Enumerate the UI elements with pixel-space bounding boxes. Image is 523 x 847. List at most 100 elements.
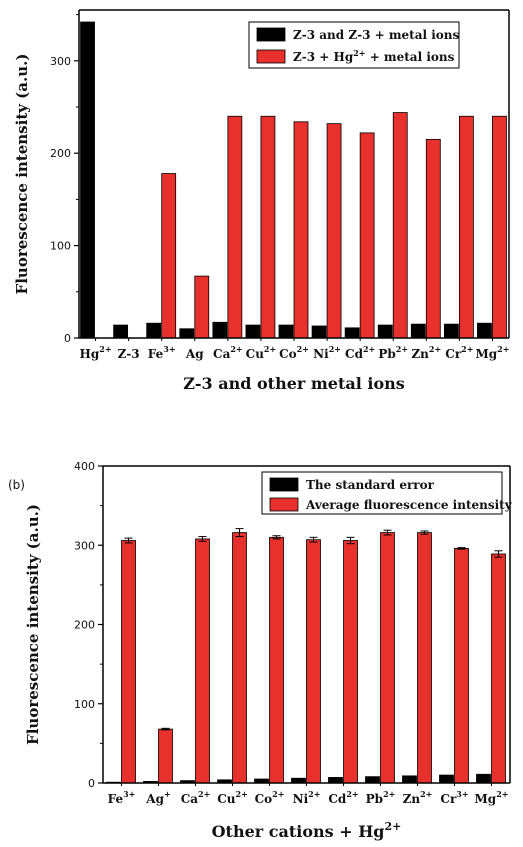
error-bar-b-0 — [124, 537, 133, 544]
legend-label-a-2: Z-3 + Hg2+ + metal ions — [293, 48, 455, 64]
x-tick-label-b-2: Ca2+ — [181, 789, 211, 806]
x-tick-label-a-1: Z-3 — [118, 347, 140, 361]
error-bar-b-6 — [346, 536, 355, 545]
bar-a-s1-3 — [179, 328, 195, 339]
bar-b-s1-8 — [402, 775, 417, 784]
y-tick-label-b-100: 100 — [74, 698, 95, 711]
bar-b-s2-9 — [454, 548, 469, 784]
bar-a-s1-11 — [443, 323, 459, 339]
error-bar-b-3 — [235, 528, 244, 538]
bar-a-s2-12 — [492, 115, 507, 339]
bar-a-s1-1 — [113, 324, 129, 339]
x-tick-label-a-2: Fe3+ — [148, 344, 176, 361]
x-axis-label-b: Other cations + Hg2+ — [212, 820, 402, 841]
bar-a-s1-0 — [80, 21, 95, 339]
bar-a-s1-7 — [311, 325, 327, 339]
x-tick-label-a-8: Cd2+ — [345, 344, 375, 361]
y-tick-label-b-400: 400 — [74, 460, 95, 473]
legend-swatch-a-1 — [256, 27, 286, 42]
bar-a-s1-9 — [377, 324, 393, 339]
x-tick-label-a-6: Co2+ — [279, 344, 309, 361]
bar-a-s1-2 — [146, 322, 162, 339]
bar-a-s2-8 — [359, 132, 375, 339]
bar-b-s2-3 — [232, 532, 247, 784]
bar-a-s1-5 — [245, 324, 261, 339]
bar-a-s2-5 — [260, 115, 276, 339]
x-tick-label-b-10: Mg2+ — [475, 789, 509, 806]
panel-label-b: (b) — [8, 478, 25, 492]
y-axis-label-b: Fluorescence intensity (a.u.) — [24, 504, 42, 745]
bar-a-s1-10 — [410, 323, 426, 339]
y-tick-label-a-300: 300 — [50, 55, 71, 68]
x-axis-label-a: Z-3 and other metal ions — [183, 374, 405, 393]
x-tick-label-a-12: Mg2+ — [475, 344, 509, 361]
bar-b-s1-9 — [439, 774, 454, 784]
bar-a-s1-8 — [344, 327, 360, 339]
bar-b-s1-10 — [476, 773, 491, 784]
x-tick-label-b-6: Cd2+ — [328, 789, 358, 806]
bar-a-s1-6 — [278, 324, 294, 339]
bar-a-s1-4 — [212, 321, 228, 339]
bar-a-s2-7 — [326, 123, 342, 339]
bar-a-s2-3 — [194, 275, 210, 339]
x-tick-label-a-9: Pb2+ — [378, 344, 408, 361]
x-tick-label-b-3: Cu2+ — [217, 789, 248, 806]
bar-b-s2-6 — [343, 540, 358, 784]
legend-swatch-a-2 — [256, 49, 286, 64]
x-tick-label-a-5: Cu2+ — [246, 344, 277, 361]
legend-label-a-1: Z-3 and Z-3 + metal ions — [293, 28, 460, 42]
legend-label-b-2: Average fluorescence intensity — [305, 498, 513, 512]
error-bar-b-1 — [161, 727, 170, 731]
bar-a-s2-4 — [227, 115, 243, 339]
x-tick-label-b-8: Zn2+ — [403, 789, 433, 806]
x-tick-label-a-7: Ni2+ — [313, 344, 341, 361]
legend-a: Z-3 and Z-3 + metal ions Z-3 + Hg2+ + met… — [248, 21, 460, 69]
legend-box-b — [261, 471, 503, 515]
bar-a-s2-9 — [392, 112, 408, 339]
legend-swatch-b-1 — [269, 477, 299, 492]
x-tick-label-a-10: Zn2+ — [411, 344, 441, 361]
y-tick-label-b-200: 200 — [74, 619, 95, 632]
error-bar-b-5 — [309, 536, 318, 543]
error-bar-b-9 — [457, 547, 466, 550]
legend-swatch-b-2 — [269, 497, 299, 512]
y-tick-label-a-200: 200 — [50, 147, 71, 160]
bar-b-s2-4 — [269, 536, 284, 784]
x-tick-label-b-0: Fe3+ — [108, 789, 136, 806]
bar-a-s1-12 — [477, 322, 492, 339]
bar-b-s2-1 — [158, 728, 173, 784]
bar-a-s2-11 — [458, 115, 474, 339]
y-tick-label-a-100: 100 — [50, 240, 71, 253]
x-tick-label-a-0: Hg2+ — [80, 344, 112, 361]
y-tick-label-a-0: 0 — [64, 332, 71, 345]
bar-a-s2-6 — [293, 121, 309, 339]
legend-b: The standard error Average fluorescence i… — [261, 471, 513, 515]
y-axis-label-a: Fluorescence intensity (a.u.) — [13, 54, 31, 295]
error-bar-b-8 — [420, 530, 429, 535]
x-tick-label-a-3: Ag — [185, 347, 204, 361]
bar-b-s1-6 — [328, 777, 343, 784]
y-tick-label-b-300: 300 — [74, 539, 95, 552]
bar-b-s2-0 — [121, 540, 136, 784]
bar-b-s1-7 — [365, 776, 380, 784]
x-tick-label-a-11: Cr2+ — [445, 344, 473, 361]
x-tick-label-b-1: Ag+ — [145, 789, 170, 806]
bar-b-s2-10 — [491, 553, 506, 784]
error-bar-b-10 — [494, 550, 503, 558]
error-bar-b-7 — [383, 529, 392, 536]
x-tick-label-b-9: Cr3+ — [440, 789, 468, 806]
bar-a-s2-10 — [425, 138, 441, 339]
x-tick-label-b-4: Co2+ — [255, 789, 285, 806]
chart-b: (b) 0 100 200 300 400 Fe3+ Ag+ Ca2+ Cu2+ Co2+ Ni2+ C… — [8, 460, 513, 841]
bar-b-s2-5 — [306, 539, 321, 784]
bar-b-s2-7 — [380, 532, 395, 784]
x-tick-label-b-5: Ni2+ — [293, 789, 321, 806]
error-bar-b-4 — [272, 535, 281, 540]
x-tick-label-b-7: Pb2+ — [366, 789, 396, 806]
bar-b-s2-8 — [417, 532, 432, 784]
y-tick-label-b-0: 0 — [88, 777, 95, 790]
bar-b-s2-2 — [195, 538, 210, 784]
bar-a-s2-2 — [161, 173, 177, 339]
